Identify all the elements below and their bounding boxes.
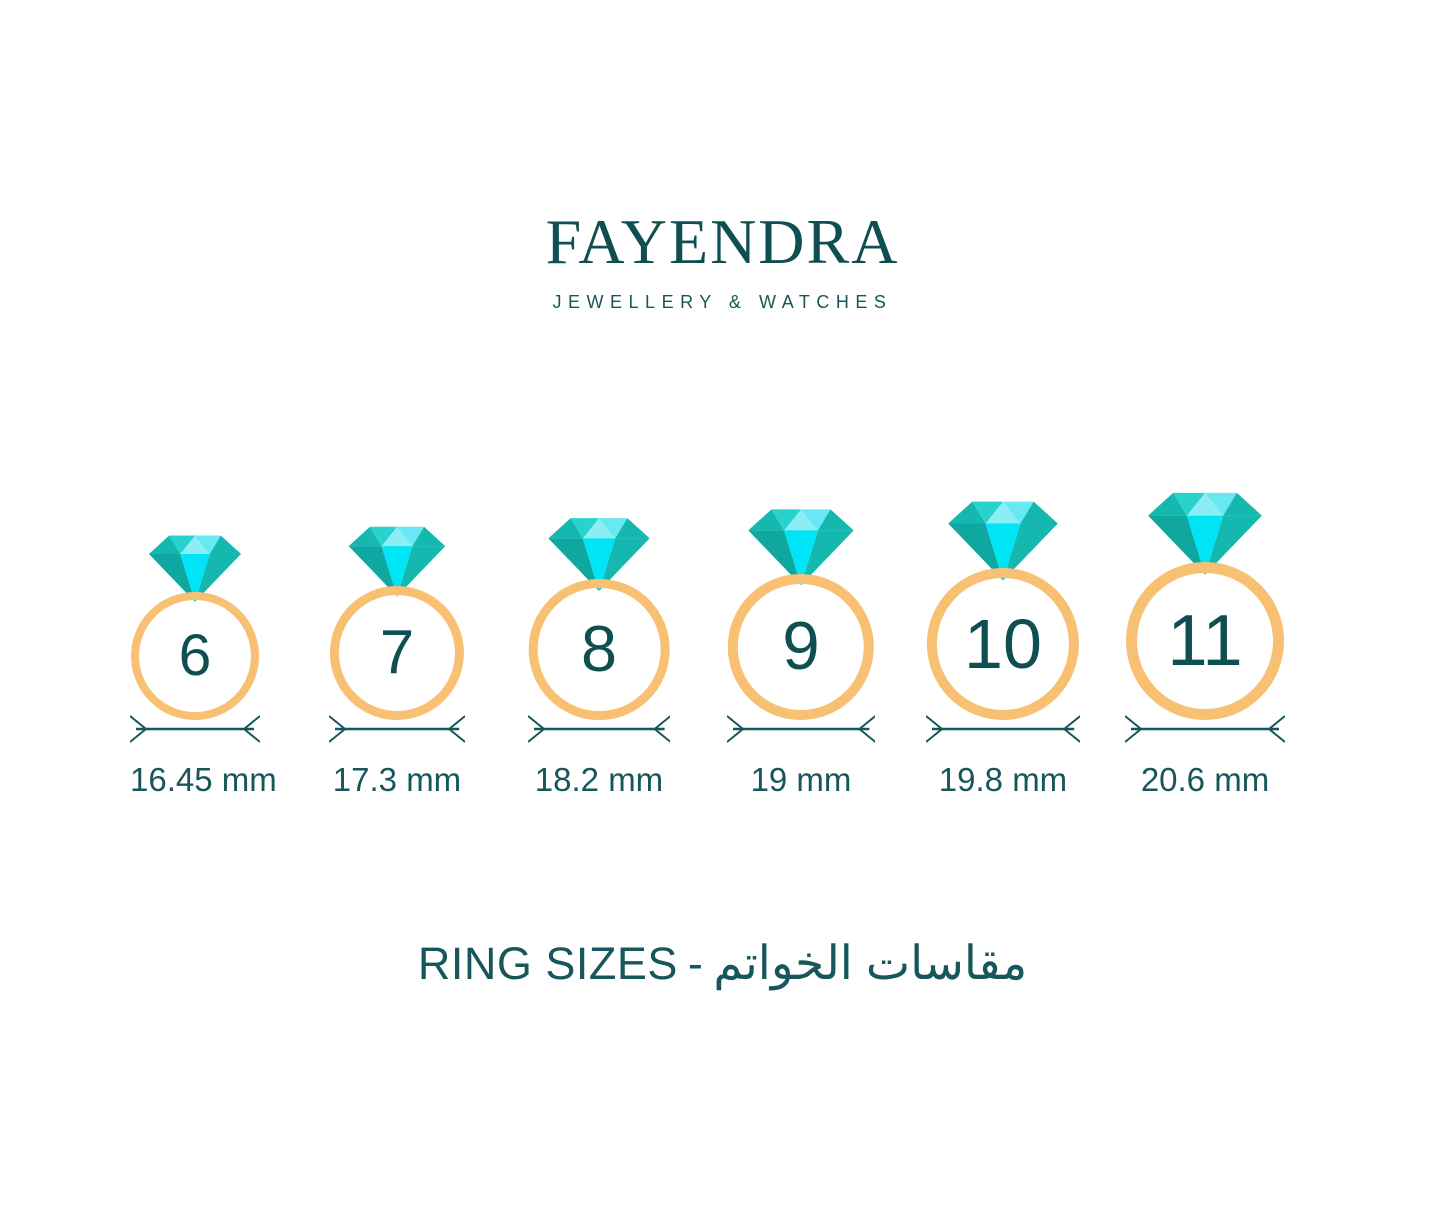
measurement-item-10: 19.8 mm [925, 712, 1081, 798]
measurement-item-9: 19 mm [726, 712, 876, 798]
measurement-label: 19 mm [750, 761, 852, 798]
measurement-label: 17.3 mm [332, 761, 462, 798]
ring-item-6: 6 [131, 440, 259, 720]
chart-title-separator: - [687, 938, 704, 989]
ring-band: 6 [131, 592, 259, 720]
ring-stack: 11 [1126, 440, 1284, 720]
dimension-arrow-icon [527, 715, 671, 743]
ring-size-row: 6 7 8 [0, 440, 1445, 720]
diamond-gem-icon [548, 517, 650, 591]
ring-size-number: 8 [580, 612, 617, 686]
diamond-gem-icon [1148, 493, 1262, 576]
measurement-item-8: 18.2 mm [527, 712, 671, 798]
dimension-arrow-icon [726, 715, 876, 743]
measurement-label: 16.45 mm [130, 761, 277, 798]
ring-stack: 8 [528, 440, 670, 720]
ring-band: 10 [926, 567, 1080, 720]
ring-size-number: 9 [782, 609, 820, 685]
diamond-gem-icon [148, 530, 242, 604]
measurement-label: 19.8 mm [938, 761, 1068, 798]
chart-title-arabic: مقاسات الخواتم [713, 936, 1028, 989]
dimension-arrow-icon [925, 715, 1081, 743]
ring-stack: 7 [329, 440, 465, 720]
measurement-item-11: 20.6 mm [1125, 712, 1285, 798]
diamond-gem-icon [1148, 486, 1262, 577]
ring-band: 9 [727, 573, 875, 720]
measurement-item-7: 17.3 mm [328, 712, 466, 798]
diamond-gem-icon [348, 521, 446, 598]
ring-item-8: 8 [528, 440, 670, 720]
ring-band: 7 [329, 585, 465, 720]
brand-tagline: JEWELLERY & WATCHES [552, 292, 893, 312]
measurement-row: 16.45 mm 17.3 mm 18.2 mm 19 mm 19.8 mm 2… [0, 712, 1445, 832]
dimension-arrow-icon [1125, 715, 1285, 743]
diamond-gem-icon [148, 535, 242, 603]
ring-band: 11 [1126, 562, 1284, 720]
brand-logo: FAYENDRA JEWELLERY & WATCHES [0, 210, 1445, 313]
measurement-item-6: 16.45 mm [130, 712, 277, 798]
dimension-arrow-icon [130, 715, 260, 743]
ring-item-7: 7 [329, 440, 465, 720]
ring-item-11: 11 [1126, 440, 1284, 720]
diamond-gem-icon [948, 495, 1058, 583]
diamond-gem-icon [348, 527, 446, 597]
chart-title: RING SIZES - مقاسات الخواتم [0, 935, 1445, 991]
ring-stack: 10 [926, 440, 1080, 720]
measurement-label: 18.2 mm [534, 761, 664, 798]
diamond-gem-icon [548, 512, 650, 593]
chart-title-english: RING SIZES [417, 938, 678, 989]
dimension-arrow-icon [328, 715, 466, 743]
ring-stack: 6 [131, 440, 259, 720]
diamond-gem-icon [748, 503, 854, 587]
ring-size-number: 7 [379, 618, 415, 688]
ring-size-number: 10 [964, 604, 1042, 683]
ring-stack: 9 [727, 440, 875, 720]
ring-item-9: 9 [727, 440, 875, 720]
diamond-gem-icon [948, 501, 1058, 581]
diamond-gem-icon [748, 509, 854, 586]
ring-size-number: 11 [1167, 599, 1243, 681]
measurement-label: 20.6 mm [1140, 761, 1270, 798]
ring-item-10: 10 [926, 440, 1080, 720]
ring-band: 8 [528, 579, 670, 720]
brand-wordmark: FAYENDRA [545, 206, 900, 277]
ring-size-number: 6 [178, 622, 212, 688]
